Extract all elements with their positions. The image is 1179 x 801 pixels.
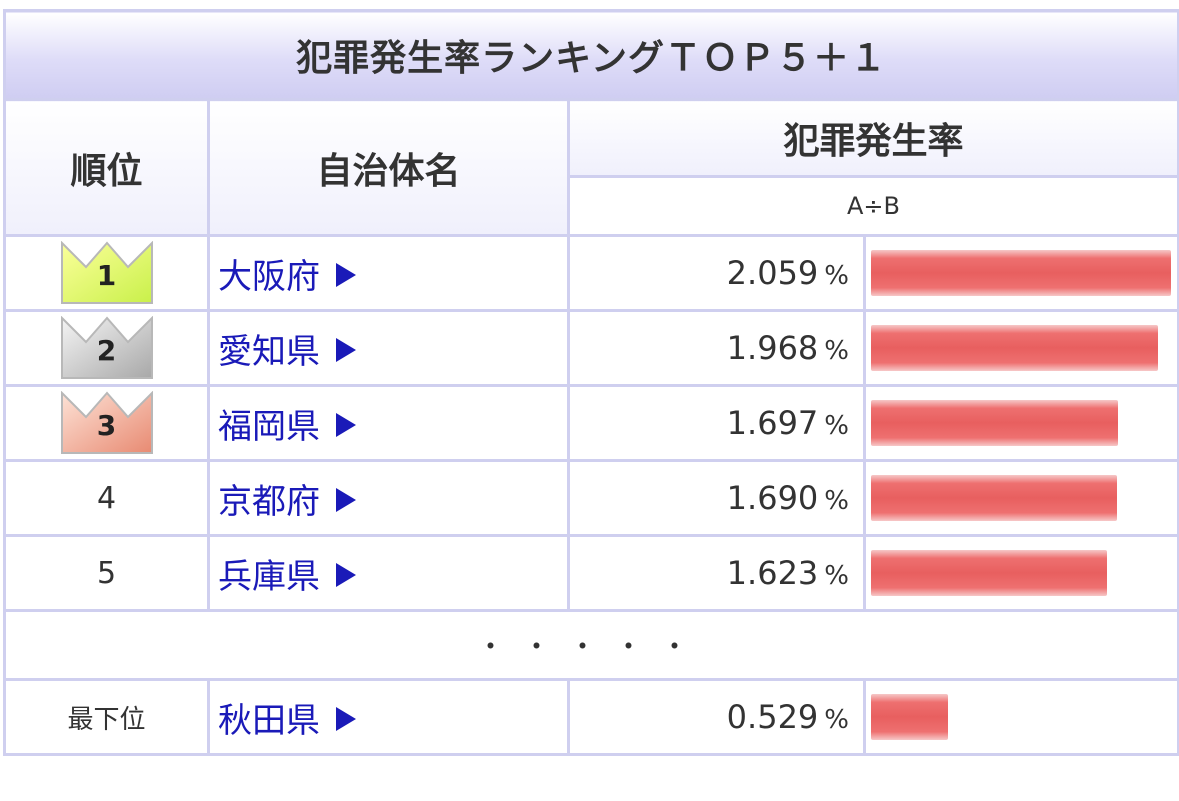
table-row: 5 兵庫県 1.623% — [3, 534, 1179, 612]
municipality-name: 兵庫県 — [218, 556, 320, 597]
table-row: 2 愛知県 1.968% — [3, 309, 1179, 387]
play-arrow-icon — [336, 338, 356, 362]
ranking-table: 犯罪発生率ランキングＴＯＰ５＋１ 順位 自治体名 犯罪発生率 A÷B 1 大阪府 2… — [2, 9, 1179, 756]
play-arrow-icon — [336, 263, 356, 287]
bar-cell — [862, 459, 1179, 537]
rate-bar — [871, 694, 948, 740]
rate-bar — [871, 325, 1158, 371]
municipality-name: 秋田県 — [218, 700, 320, 741]
rate-unit: % — [824, 486, 849, 516]
rate-value-cell: 0.529% — [567, 678, 866, 756]
rate-unit: % — [824, 561, 849, 591]
rank-cell: 2 — [3, 309, 210, 387]
rank-number: 2 — [96, 334, 117, 367]
rank-cell: 1 — [3, 234, 210, 312]
bar-cell — [862, 534, 1179, 612]
table-row: 4 京都府 1.690% — [3, 459, 1179, 537]
rate-value: 1.623 — [726, 554, 819, 592]
rank-cell: 5 — [3, 534, 210, 612]
header-rate: 犯罪発生率 — [566, 98, 1179, 178]
rate-value: 1.690 — [726, 479, 819, 517]
crown-icon: 3 — [60, 391, 154, 455]
rank-cell: 最下位 — [3, 678, 210, 756]
rate-unit: % — [824, 705, 849, 735]
table-row: 1 大阪府 2.059% — [3, 234, 1179, 312]
rank-number: 1 — [96, 259, 117, 292]
separator-dots: ・・・・・ — [2, 609, 1179, 681]
crown-icon: 1 — [60, 241, 154, 305]
rate-bar — [871, 550, 1107, 596]
rate-value: 1.697 — [726, 404, 819, 442]
municipality-name: 大阪府 — [218, 256, 320, 297]
rate-bar — [871, 400, 1118, 446]
rate-bar — [871, 475, 1117, 521]
rate-value-cell: 2.059% — [567, 234, 866, 312]
crown-icon: 2 — [60, 316, 154, 380]
table-row-last: 最下位 秋田県 0.529% — [3, 678, 1179, 756]
header-rank: 順位 — [3, 98, 210, 237]
table-title: 犯罪発生率ランキングＴＯＰ５＋１ — [2, 9, 1179, 101]
rate-value-cell: 1.968% — [567, 309, 866, 387]
rate-value-cell: 1.697% — [567, 384, 866, 462]
ranking-table-wrapper: 犯罪発生率ランキングＴＯＰ５＋１ 順位 自治体名 犯罪発生率 A÷B 1 大阪府 2… — [2, 9, 1179, 791]
table-row: 3 福岡県 1.697% — [3, 384, 1179, 462]
rate-bar — [871, 250, 1171, 296]
rate-unit: % — [824, 261, 849, 291]
play-arrow-icon — [336, 413, 356, 437]
bar-cell — [862, 309, 1179, 387]
rate-value-cell: 1.623% — [567, 534, 866, 612]
municipality-link[interactable]: 福岡県 — [207, 384, 570, 462]
municipality-link[interactable]: 愛知県 — [207, 309, 570, 387]
bar-cell — [862, 234, 1179, 312]
bar-cell — [862, 384, 1179, 462]
rank-number: 3 — [96, 409, 117, 442]
rank-cell: 3 — [3, 384, 210, 462]
header-name: 自治体名 — [207, 98, 570, 237]
municipality-name: 愛知県 — [218, 331, 320, 372]
municipality-link[interactable]: 秋田県 — [207, 678, 570, 756]
rate-value: 1.968 — [726, 329, 819, 367]
rate-value: 0.529 — [726, 698, 819, 736]
bar-cell — [862, 678, 1179, 756]
rate-value: 2.059 — [726, 254, 819, 292]
rate-unit: % — [824, 336, 849, 366]
municipality-link[interactable]: 大阪府 — [207, 234, 570, 312]
play-arrow-icon — [336, 488, 356, 512]
rate-value-cell: 1.690% — [567, 459, 866, 537]
header-formula: A÷B — [566, 175, 1179, 237]
play-arrow-icon — [336, 563, 356, 587]
municipality-name: 福岡県 — [218, 406, 320, 447]
municipality-name: 京都府 — [218, 481, 320, 522]
play-arrow-icon — [336, 707, 356, 731]
municipality-link[interactable]: 兵庫県 — [207, 534, 570, 612]
rank-cell: 4 — [3, 459, 210, 537]
rate-unit: % — [824, 411, 849, 441]
municipality-link[interactable]: 京都府 — [207, 459, 570, 537]
